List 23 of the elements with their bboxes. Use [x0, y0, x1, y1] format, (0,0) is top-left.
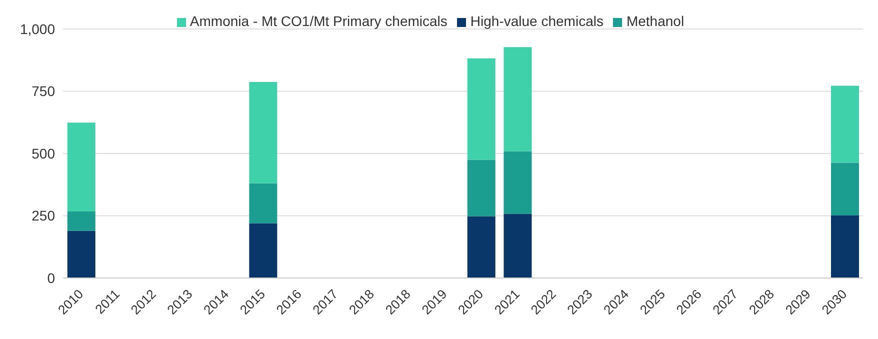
y-tick-label: 0 — [47, 270, 56, 286]
bar — [467, 216, 496, 278]
bar — [504, 151, 532, 214]
bar — [67, 122, 96, 212]
bar — [249, 183, 278, 224]
y-tick-label: 250 — [32, 208, 56, 224]
bar — [831, 162, 859, 216]
bar — [504, 214, 532, 278]
bar — [467, 58, 496, 160]
y-tick-label: 750 — [32, 83, 56, 100]
legend-label: Ammonia - Mt CO1/Mt Primary chemicals — [190, 13, 448, 29]
bar — [831, 216, 859, 278]
bar — [467, 160, 496, 216]
bar — [249, 82, 278, 184]
legend-label: Methanol — [626, 13, 684, 29]
bar — [249, 223, 278, 278]
legend-label: High-value chemicals — [470, 13, 604, 29]
bar — [67, 212, 96, 231]
y-tick-label: 1,000 — [20, 20, 56, 37]
bar — [504, 47, 532, 152]
y-tick-label: 500 — [32, 145, 56, 162]
bar — [67, 230, 96, 278]
bar — [831, 86, 859, 163]
